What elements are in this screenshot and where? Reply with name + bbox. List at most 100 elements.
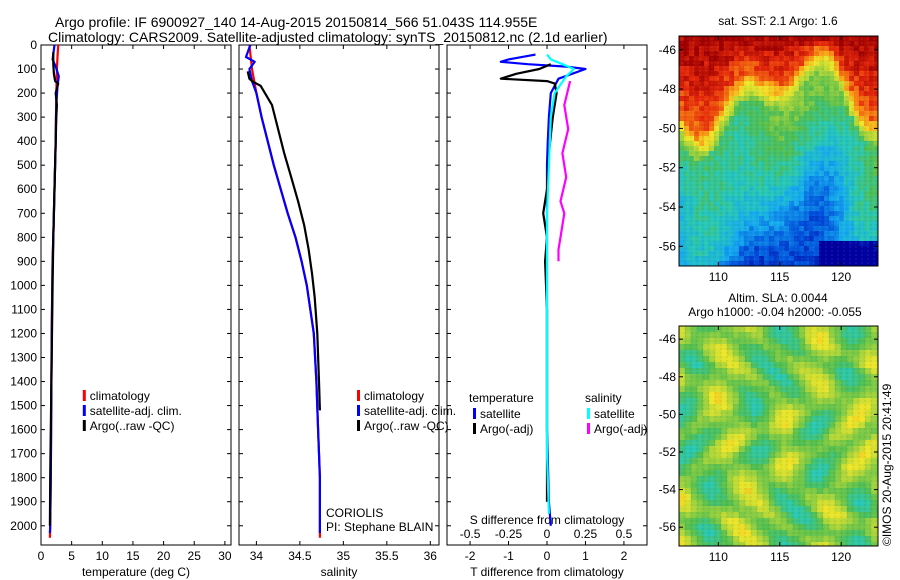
legend-label: satellite	[480, 407, 521, 421]
y-tick-label: 600	[17, 182, 37, 196]
annotation-text: PI: Stephane BLAIN	[326, 520, 433, 534]
y-tick-label: 800	[17, 230, 37, 244]
y-tick-label: 1000	[10, 278, 37, 292]
x-tick-label: 110	[709, 550, 728, 564]
x-tick-label: 110	[709, 270, 728, 284]
legend-swatch	[587, 423, 590, 434]
map-panel-sst_map: -46 -48 -50 -52 -54 -56 110 115 120 sat. SST: 2.1…	[659, 14, 879, 284]
legend-label: climatology	[364, 389, 424, 403]
map-title: sat. SST: 2.1 Argo: 1.6	[718, 14, 838, 28]
series-group	[48, 45, 60, 538]
y-tick-label: 1800	[10, 471, 37, 485]
top-tick-label: 0.5	[616, 527, 633, 541]
legend-label: Argo(..raw -QC)	[364, 419, 449, 433]
y-tick-label: 1200	[10, 326, 37, 340]
y-tick-label: 1300	[10, 351, 37, 365]
y-tick-label: -54	[659, 483, 677, 497]
series-line	[545, 53, 576, 514]
y-tick-label: -46	[659, 332, 677, 346]
series-line	[499, 53, 587, 526]
y-tick-label: 1100	[11, 302, 37, 316]
x-axis-label: temperature (deg C)	[82, 565, 190, 579]
legend-heading: salinity	[585, 391, 622, 405]
y-tick-label: -48	[659, 370, 677, 384]
profile-panel-differences: -2 -1 0 1 2 -0.5 -0.25 0 0.25 0.5S difference fro…	[446, 44, 648, 579]
legend-label: satellite	[594, 407, 635, 421]
chart-title-line1: Argo profile: IF 6900927_140 14-Aug-2015…	[55, 14, 538, 30]
series-group	[244, 45, 321, 538]
top-tick-label: -0.25	[495, 527, 523, 541]
series-line	[48, 52, 60, 526]
y-tick-label: -54	[659, 200, 677, 214]
y-tick-label: 0	[30, 38, 37, 52]
legend-swatch	[473, 423, 476, 434]
y-tick-label: -52	[659, 161, 677, 175]
legend-swatch	[473, 408, 476, 419]
legend-swatch	[82, 420, 86, 431]
x-tick-label: -2	[465, 549, 476, 563]
x-tick-label: 2	[621, 549, 628, 563]
plot-frame	[238, 44, 440, 546]
y-tick-label: 1700	[10, 447, 37, 461]
map-title: Argo h1000: -0.04 h2000: -0.055	[688, 305, 862, 319]
chart-title-line2: Climatology: CARS2009. Satellite-adjuste…	[48, 29, 608, 45]
legend-label: satellite-adj. clim.	[90, 404, 182, 418]
x-tick-label: 36	[424, 549, 438, 563]
y-tick-label: 2000	[10, 519, 37, 533]
legend-label: satellite-adj. clim.	[364, 404, 456, 418]
x-tick-label: 1	[582, 549, 589, 563]
x-tick-label: 115	[770, 270, 789, 284]
y-tick-label: -50	[659, 121, 677, 135]
legend-swatch	[587, 408, 590, 419]
y-tick-label: 100	[17, 62, 37, 76]
y-tick-label: 200	[17, 86, 37, 100]
x-tick-label: 120	[831, 270, 851, 284]
legend-heading: temperature	[469, 391, 534, 405]
series-line	[557, 80, 572, 262]
legend-swatch	[357, 405, 360, 416]
top-tick-label: 0.25	[574, 527, 598, 541]
imos-stamp: ©IMOS 20-Aug-2015 20:41:49	[880, 383, 894, 546]
y-tick-label: 1600	[10, 423, 37, 437]
series-line	[244, 45, 321, 533]
series-line	[246, 71, 321, 411]
y-tick-label: 900	[17, 254, 37, 268]
map-frame	[678, 35, 879, 267]
x-axis-label: T difference from climatology	[470, 565, 624, 579]
x-tick-label: 5	[68, 549, 75, 563]
y-tick-label: 1500	[10, 399, 37, 413]
y-tick-label: 1900	[10, 495, 37, 509]
x-tick-label: 34.5	[288, 549, 312, 563]
x-tick-label: 20	[157, 549, 171, 563]
legend-label: Argo(-adj)	[594, 422, 647, 436]
x-tick-label: 0	[544, 549, 551, 563]
x-tick-label: 34	[250, 549, 264, 563]
x-tick-label: 35	[337, 549, 351, 563]
y-tick-label: 400	[17, 134, 37, 148]
y-tick-label: -48	[659, 82, 677, 96]
series-group	[499, 53, 587, 526]
x-tick-label: 120	[831, 550, 851, 564]
y-tick-label: 300	[17, 110, 37, 124]
map-title: Altim. SLA: 0.0044	[728, 291, 828, 305]
x-tick-label: 25	[188, 549, 202, 563]
x-tick-label: 0	[38, 549, 45, 563]
legend-label: climatology	[90, 389, 150, 403]
legend-swatch	[82, 405, 86, 416]
y-tick-label: -56	[659, 239, 677, 253]
annotation-text: CORIOLIS	[326, 506, 383, 520]
x-tick-label: 30	[218, 549, 232, 563]
map-frame	[678, 325, 879, 547]
top-tick-label: -0.5	[460, 527, 481, 541]
map-panel-sla_map: -46 -48 -50 -52 -54 -56 110 115 120 Altim. SLA: 0…	[659, 291, 879, 564]
y-tick-label: -46	[659, 43, 677, 57]
legend-label: Argo(-adj)	[480, 422, 533, 436]
top-tick-label: 0	[544, 527, 551, 541]
profile-panel-temperature: 0100200300400500600700800900100011001200…	[10, 38, 232, 579]
x-axis-label: salinity	[321, 565, 358, 579]
plot-frame	[40, 44, 232, 546]
x-tick-label: 115	[770, 550, 789, 564]
x-tick-label: -1	[503, 549, 514, 563]
y-tick-label: 1400	[10, 375, 37, 389]
